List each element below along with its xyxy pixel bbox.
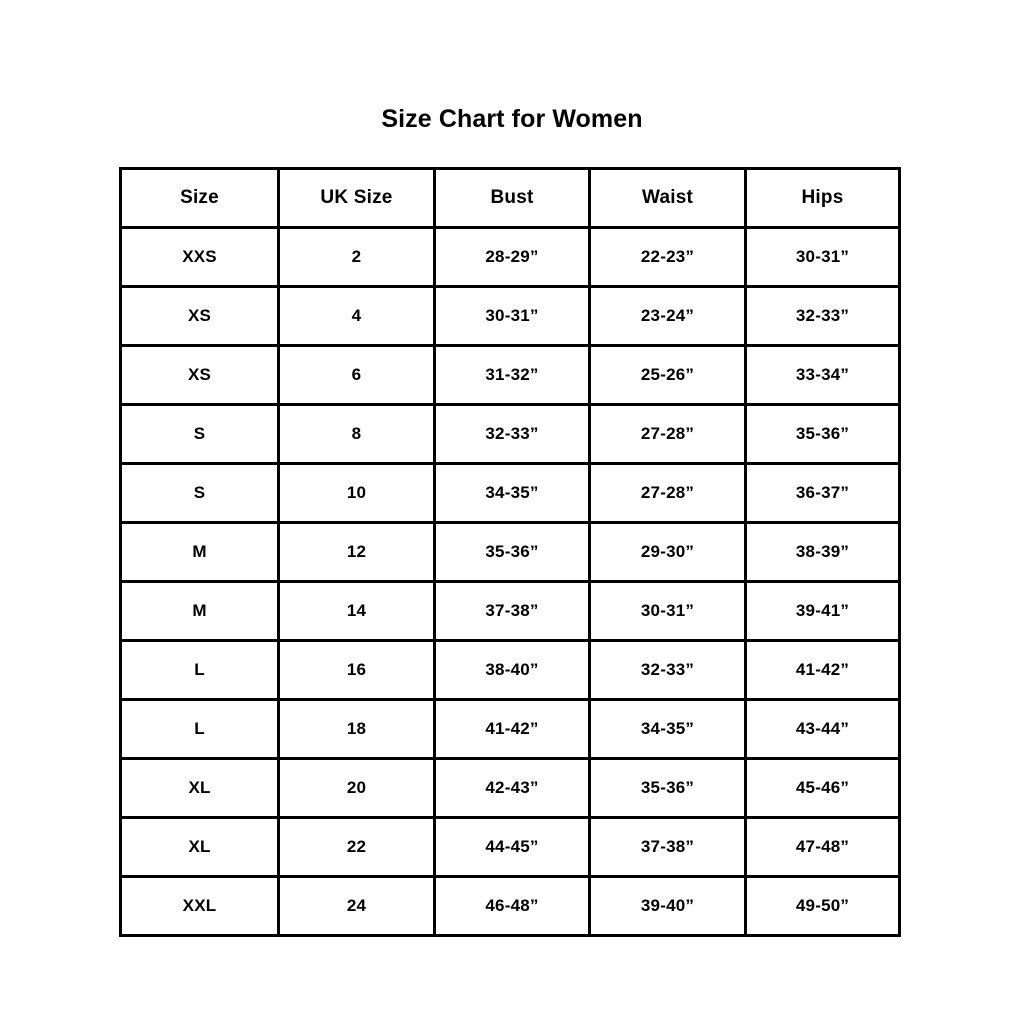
cell-uk: 20 (277, 757, 436, 819)
cell-size: XXS (119, 226, 280, 288)
cell-waist: 29-30” (588, 521, 747, 583)
table-row: S 8 32-33” 27-28” 35-36” (119, 403, 901, 465)
cell-waist: 30-31” (588, 580, 747, 642)
table-header-row: Size UK Size Bust Waist Hips (119, 167, 901, 229)
table-row: M 14 37-38” 30-31” 39-41” (119, 580, 901, 642)
cell-bust: 28-29” (433, 226, 591, 288)
cell-size: XS (119, 344, 280, 406)
table-row: XS 4 30-31” 23-24” 32-33” (119, 285, 901, 347)
cell-waist: 23-24” (588, 285, 747, 347)
page-title: Size Chart for Women (381, 105, 643, 133)
cell-uk: 4 (277, 285, 436, 347)
cell-uk: 14 (277, 580, 436, 642)
cell-uk: 22 (277, 816, 436, 878)
cell-uk: 8 (277, 403, 436, 465)
cell-size: XL (119, 757, 280, 819)
cell-bust: 41-42” (433, 698, 591, 760)
cell-bust: 31-32” (433, 344, 591, 406)
table-row: S 10 34-35” 27-28” 36-37” (119, 462, 901, 524)
cell-bust: 32-33” (433, 403, 591, 465)
column-header-bust: Bust (433, 167, 591, 229)
cell-uk: 6 (277, 344, 436, 406)
column-header-waist: Waist (588, 167, 747, 229)
cell-uk: 2 (277, 226, 436, 288)
cell-size: S (119, 462, 280, 524)
column-header-hips: Hips (744, 167, 901, 229)
table-body: XXS 2 28-29” 22-23” 30-31” XS 4 30-31” 2… (119, 226, 901, 937)
cell-hips: 38-39” (744, 521, 901, 583)
cell-waist: 22-23” (588, 226, 747, 288)
column-header-uk-size: UK Size (277, 167, 436, 229)
column-header-size: Size (119, 167, 280, 229)
cell-waist: 25-26” (588, 344, 747, 406)
size-chart-table: Size UK Size Bust Waist Hips XXS 2 28-29… (119, 167, 901, 937)
cell-bust: 35-36” (433, 521, 591, 583)
cell-uk: 16 (277, 639, 436, 701)
cell-waist: 37-38” (588, 816, 747, 878)
table-row: M 12 35-36” 29-30” 38-39” (119, 521, 901, 583)
cell-hips: 41-42” (744, 639, 901, 701)
cell-hips: 35-36” (744, 403, 901, 465)
cell-uk: 24 (277, 875, 436, 937)
cell-hips: 39-41” (744, 580, 901, 642)
cell-hips: 36-37” (744, 462, 901, 524)
table-row: XXS 2 28-29” 22-23” 30-31” (119, 226, 901, 288)
cell-size: M (119, 521, 280, 583)
cell-size: M (119, 580, 280, 642)
cell-size: L (119, 698, 280, 760)
cell-size: XXL (119, 875, 280, 937)
cell-hips: 43-44” (744, 698, 901, 760)
table-row: XS 6 31-32” 25-26” 33-34” (119, 344, 901, 406)
cell-size: XS (119, 285, 280, 347)
cell-uk: 12 (277, 521, 436, 583)
cell-bust: 44-45” (433, 816, 591, 878)
cell-uk: 10 (277, 462, 436, 524)
cell-hips: 33-34” (744, 344, 901, 406)
cell-size: S (119, 403, 280, 465)
cell-hips: 49-50” (744, 875, 901, 937)
table-row: XL 20 42-43” 35-36” 45-46” (119, 757, 901, 819)
cell-bust: 34-35” (433, 462, 591, 524)
cell-bust: 42-43” (433, 757, 591, 819)
cell-waist: 35-36” (588, 757, 747, 819)
cell-hips: 32-33” (744, 285, 901, 347)
table-row: L 16 38-40” 32-33” 41-42” (119, 639, 901, 701)
cell-uk: 18 (277, 698, 436, 760)
cell-bust: 38-40” (433, 639, 591, 701)
cell-hips: 47-48” (744, 816, 901, 878)
cell-bust: 37-38” (433, 580, 591, 642)
table-row: L 18 41-42” 34-35” 43-44” (119, 698, 901, 760)
table-row: XL 22 44-45” 37-38” 47-48” (119, 816, 901, 878)
table-row: XXL 24 46-48” 39-40” 49-50” (119, 875, 901, 937)
cell-waist: 32-33” (588, 639, 747, 701)
cell-bust: 30-31” (433, 285, 591, 347)
cell-size: L (119, 639, 280, 701)
cell-hips: 45-46” (744, 757, 901, 819)
cell-waist: 39-40” (588, 875, 747, 937)
cell-size: XL (119, 816, 280, 878)
cell-hips: 30-31” (744, 226, 901, 288)
cell-waist: 27-28” (588, 462, 747, 524)
cell-waist: 34-35” (588, 698, 747, 760)
cell-bust: 46-48” (433, 875, 591, 937)
cell-waist: 27-28” (588, 403, 747, 465)
